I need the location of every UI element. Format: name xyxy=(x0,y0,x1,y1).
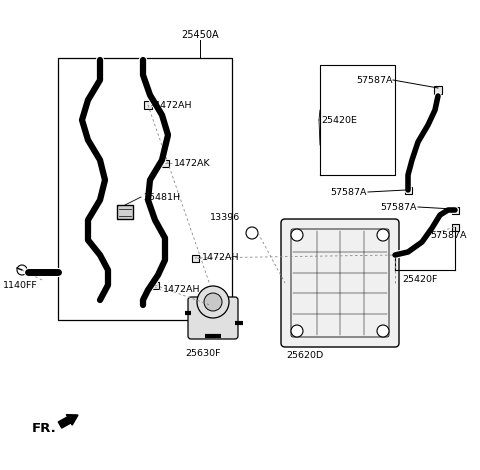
FancyBboxPatch shape xyxy=(188,297,238,339)
FancyBboxPatch shape xyxy=(281,219,399,347)
FancyArrow shape xyxy=(58,415,78,428)
Text: 57587A: 57587A xyxy=(380,203,417,212)
Text: 57587A: 57587A xyxy=(330,188,367,196)
Text: 1472AH: 1472AH xyxy=(163,285,201,295)
Circle shape xyxy=(377,325,389,337)
Bar xyxy=(117,205,133,219)
Bar xyxy=(452,206,458,213)
Bar xyxy=(161,159,168,166)
Circle shape xyxy=(291,229,303,241)
Text: 57587A: 57587A xyxy=(356,76,393,85)
Circle shape xyxy=(291,325,303,337)
Circle shape xyxy=(204,293,222,311)
Bar xyxy=(144,101,152,109)
Circle shape xyxy=(17,265,27,275)
Text: 25450A: 25450A xyxy=(181,30,219,40)
Circle shape xyxy=(377,229,389,241)
Text: 1472AH: 1472AH xyxy=(202,253,240,263)
Text: 57587A: 57587A xyxy=(430,230,467,240)
Text: 25481H: 25481H xyxy=(143,193,180,202)
Bar xyxy=(452,224,458,230)
Text: 25420F: 25420F xyxy=(402,275,438,284)
Text: 25630F: 25630F xyxy=(185,348,221,358)
Text: 25420E: 25420E xyxy=(321,116,357,125)
Text: FR.: FR. xyxy=(32,422,57,434)
Bar xyxy=(192,254,199,261)
Circle shape xyxy=(246,227,258,239)
Text: 1472AK: 1472AK xyxy=(174,158,211,167)
Bar xyxy=(405,187,411,194)
Bar xyxy=(434,86,442,94)
Text: 1140FF: 1140FF xyxy=(3,281,38,290)
Bar xyxy=(152,282,158,289)
Circle shape xyxy=(197,286,229,318)
Bar xyxy=(58,58,232,320)
Text: 13396: 13396 xyxy=(210,212,240,221)
Text: 1472AH: 1472AH xyxy=(155,101,192,110)
Text: 25620D: 25620D xyxy=(287,351,324,360)
